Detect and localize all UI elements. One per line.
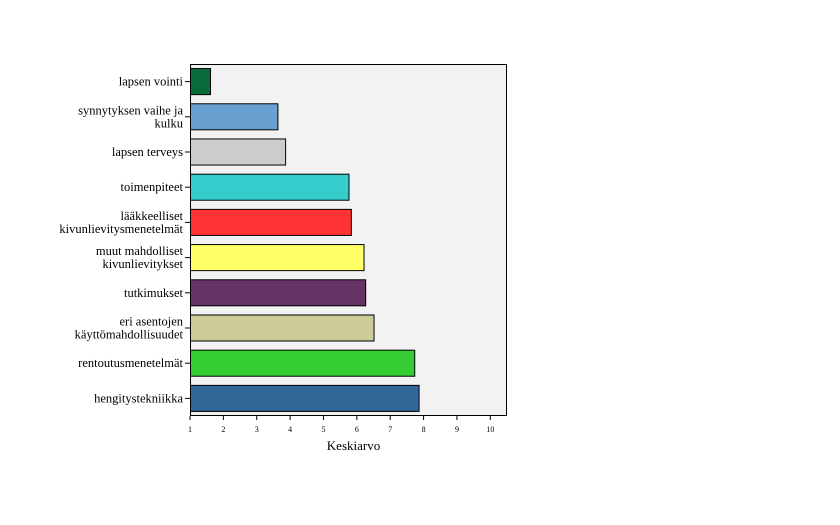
x-tick-label-6: 6 — [355, 425, 359, 434]
category-label-8: rentoutusmenetelmät — [78, 356, 183, 370]
category-label-4: lääkkeelliset kivunlievitysmenetelmät — [59, 209, 183, 236]
plot-frame — [190, 64, 507, 416]
bar-6 — [190, 279, 367, 307]
bar-7 — [190, 314, 375, 342]
category-labels: lapsen vointi synnytyksen vaihe ja kulku la… — [59, 75, 190, 405]
bar-9 — [190, 384, 420, 412]
x-tick-label-7: 7 — [388, 425, 392, 434]
category-label-2: lapsen terveys — [112, 145, 183, 159]
category-label-9: hengitystekniikka — [94, 391, 183, 405]
x-tick-label-2: 2 — [221, 425, 225, 434]
x-axis-title: Keskiarvo — [327, 438, 380, 453]
x-tick-label-10: 10 — [486, 425, 494, 434]
x-tick-label-5: 5 — [321, 425, 325, 434]
category-label-3: toimenpiteet — [121, 180, 184, 194]
bar-1 — [190, 103, 279, 131]
category-label-0: lapsen vointi — [119, 75, 184, 89]
x-tick-label-3: 3 — [255, 425, 259, 434]
x-axis-ticks: 1 2 3 4 5 6 7 8 9 10 — [188, 416, 494, 434]
bar-3 — [190, 173, 350, 201]
x-tick-label-8: 8 — [422, 425, 426, 434]
bar-2 — [190, 138, 287, 166]
bar-4 — [190, 208, 352, 236]
category-label-5: muut mahdolliset kivunlievitykset — [96, 244, 184, 271]
x-tick-label-4: 4 — [288, 425, 292, 434]
bar-5 — [190, 244, 365, 272]
category-label-7: eri asentojen käyttömahdollisuudet — [75, 315, 184, 342]
category-label-6: tutkimukset — [124, 286, 184, 300]
x-tick-label-1: 1 — [188, 425, 192, 434]
bar-0 — [190, 68, 212, 96]
x-tick-label-9: 9 — [455, 425, 459, 434]
bar-8 — [190, 349, 416, 377]
bars-group — [190, 68, 420, 412]
category-label-1: synnytyksen vaihe ja kulku — [78, 103, 184, 130]
